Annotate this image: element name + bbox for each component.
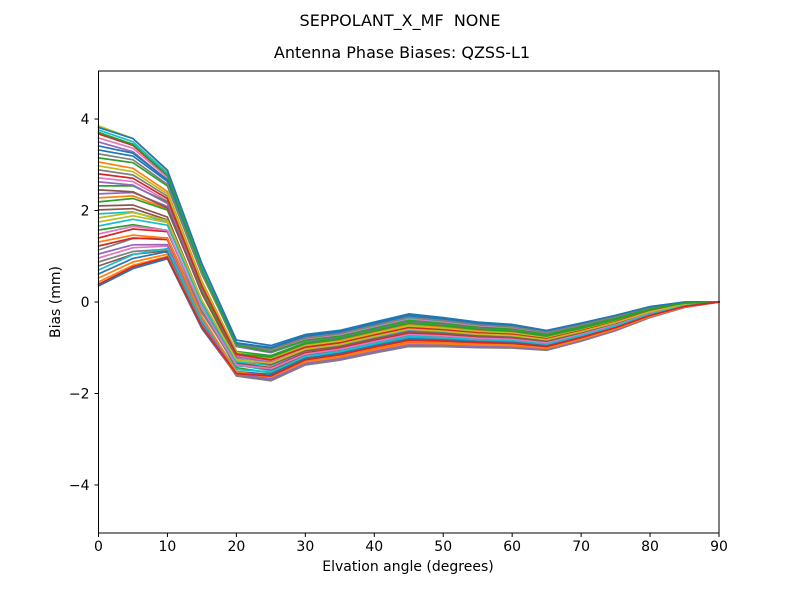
bias-curve [97, 131, 720, 353]
x-tick-label: 0 [94, 539, 103, 555]
axes-title: Antenna Phase Biases: QZSS-L1 [273, 43, 531, 62]
bias-curve [97, 153, 720, 351]
x-tick-label: 20 [227, 539, 245, 555]
y-tick-label: −4 [69, 478, 90, 494]
x-tick-label: 10 [159, 539, 177, 555]
y-tick-label: −2 [69, 386, 90, 402]
y-tick-label: 4 [81, 112, 90, 128]
bias-curve [97, 126, 720, 347]
bias-curve [97, 189, 720, 366]
y-tick-label: 0 [81, 295, 90, 311]
x-tick-label: 60 [503, 539, 521, 555]
bias-curve [97, 234, 720, 378]
x-tick-label: 90 [710, 539, 728, 555]
bias-curve [97, 211, 720, 365]
figure-title: SEPPOLANT_X_MF NONE [299, 11, 501, 30]
bias-curve [97, 247, 720, 373]
x-tick-label: 30 [296, 539, 314, 555]
x-tick-label: 70 [572, 539, 590, 555]
x-tick-label: 40 [365, 539, 383, 555]
x-tick-label: 50 [434, 539, 452, 555]
bias-curve [97, 256, 720, 377]
x-tick-label: 80 [641, 539, 659, 555]
x-axis-label: Elvation angle (degrees) [322, 559, 494, 575]
y-tick-label: 2 [81, 204, 90, 220]
bias-curve [97, 225, 720, 370]
